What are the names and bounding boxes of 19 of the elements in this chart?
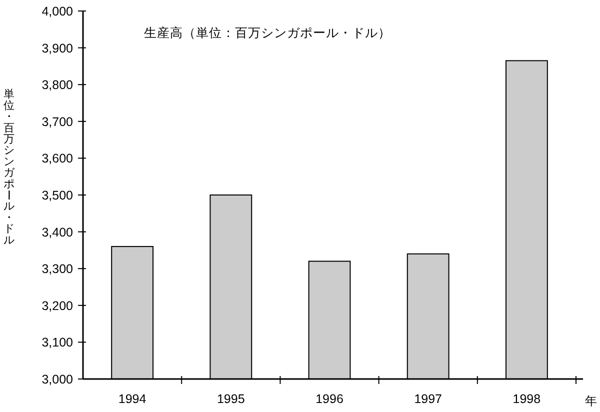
x-tick-label: 1995 — [216, 392, 245, 406]
y-tick-label: 3,600 — [42, 152, 74, 166]
x-tick-label: 1994 — [118, 392, 146, 406]
y-tick-label: 3,000 — [42, 372, 74, 386]
x-axis-title: 年 — [585, 394, 597, 408]
y-tick-label: 3,200 — [42, 298, 74, 313]
x-tick-label: 1997 — [414, 392, 442, 406]
y-tick-label: 3,800 — [42, 78, 74, 92]
y-tick-label: 3,300 — [42, 262, 74, 276]
x-tick-label: 1998 — [512, 392, 541, 406]
y-axis-title: 単位・百万シンガポール・ドル — [2, 88, 14, 246]
y-tick-label: 3,700 — [42, 114, 74, 129]
y-tick-label: 3,100 — [42, 336, 74, 350]
y-tick-label: 3,500 — [42, 188, 74, 202]
x-tick-label: 1996 — [316, 392, 344, 406]
y-tick-label: 3,400 — [42, 225, 74, 240]
y-tick-label: 4,000 — [42, 4, 74, 18]
chart-title: 生産高（単位：百万シンガポール・ドル） — [144, 26, 391, 40]
y-tick-label: 3,900 — [42, 41, 74, 56]
